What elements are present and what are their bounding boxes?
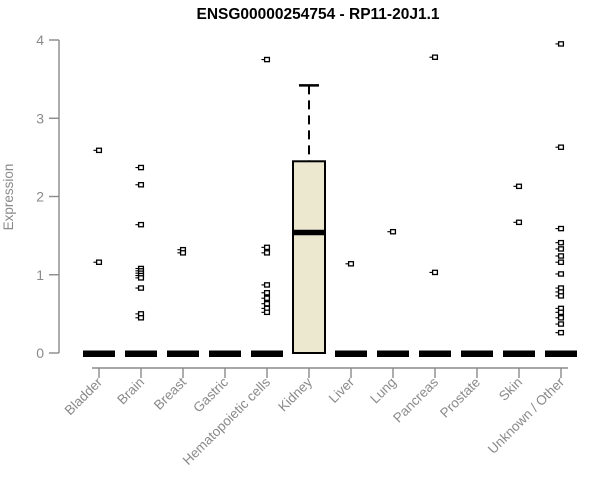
collapsed-box-Unknown / Other — [545, 350, 577, 357]
outlier-point — [557, 315, 565, 321]
collapsed-box-Brain — [125, 350, 157, 357]
y-axis-tick-label: 4 — [36, 32, 44, 48]
collapsed-box-Skin — [503, 350, 535, 357]
outlier-point — [557, 246, 565, 252]
y-axis-tick-label: 1 — [36, 267, 44, 283]
collapsed-box-Prostate — [461, 350, 493, 357]
outlier-point — [263, 300, 271, 307]
collapsed-box-Breast — [167, 350, 199, 357]
outlier-point — [137, 315, 145, 321]
collapsed-box-Bladder — [83, 350, 115, 357]
collapsed-box-Lung — [377, 350, 409, 357]
outlier-point — [515, 219, 523, 226]
x-axis-category-label: Lung — [367, 375, 399, 407]
outlier-point — [557, 41, 565, 47]
outlier-point — [263, 289, 271, 296]
outlier-point — [557, 321, 565, 327]
x-axis-category-label: Unknown / Other — [485, 374, 568, 457]
outlier-point — [347, 261, 355, 267]
collapsed-box-Gastric — [209, 350, 241, 357]
x-axis-category-label: Gastric — [190, 374, 231, 415]
outlier-point — [557, 271, 565, 277]
x-axis-category-label: Liver — [326, 374, 358, 406]
outlier-point — [263, 295, 271, 301]
collapsed-box-Hematopoietic cells — [251, 350, 283, 357]
outlier-point — [557, 225, 565, 232]
outlier-point — [431, 269, 439, 276]
outlier-point — [557, 239, 565, 246]
x-axis-category-label: Pancreas — [390, 374, 441, 425]
outlier-point — [557, 144, 565, 150]
outlier-point — [557, 293, 565, 299]
outlier-point — [389, 228, 397, 235]
x-axis-category-label: Brain — [114, 375, 147, 408]
x-axis-category-label: Kidney — [275, 374, 315, 414]
y-axis-tick-label: 2 — [36, 189, 44, 205]
chart-title: ENSG00000254754 - RP11-20J1.1 — [196, 6, 440, 23]
outlier-point — [431, 54, 439, 60]
outlier-point — [263, 56, 271, 63]
outlier-point — [557, 309, 565, 316]
y-axis-tick-label: 3 — [36, 110, 44, 126]
outlier-point — [95, 259, 103, 265]
collapsed-box-Liver — [335, 350, 367, 357]
outlier-point — [137, 164, 145, 171]
outlier-point — [557, 259, 565, 265]
y-axis-label: Expression — [1, 163, 16, 231]
x-axis-category-label: Breast — [151, 374, 189, 412]
outlier-point — [557, 253, 565, 259]
outlier-point — [263, 250, 271, 256]
outlier-point — [95, 147, 103, 154]
collapsed-box-Pancreas — [419, 350, 451, 357]
outlier-point — [263, 244, 271, 251]
outlier-point — [557, 329, 565, 336]
outlier-point — [137, 182, 145, 188]
outlier-point — [137, 285, 145, 291]
x-axis-category-label: Prostate — [437, 375, 483, 421]
outlier-point — [263, 309, 271, 316]
outlier-point — [137, 221, 145, 228]
x-axis-category-label: Bladder — [62, 374, 106, 418]
x-axis-category-label: Skin — [496, 375, 525, 404]
box-Kidney — [292, 160, 326, 354]
outlier-point — [137, 275, 145, 281]
outlier-point — [263, 282, 271, 288]
outlier-point — [179, 250, 187, 256]
y-axis-tick-label: 0 — [36, 345, 44, 361]
outlier-point — [515, 183, 523, 190]
